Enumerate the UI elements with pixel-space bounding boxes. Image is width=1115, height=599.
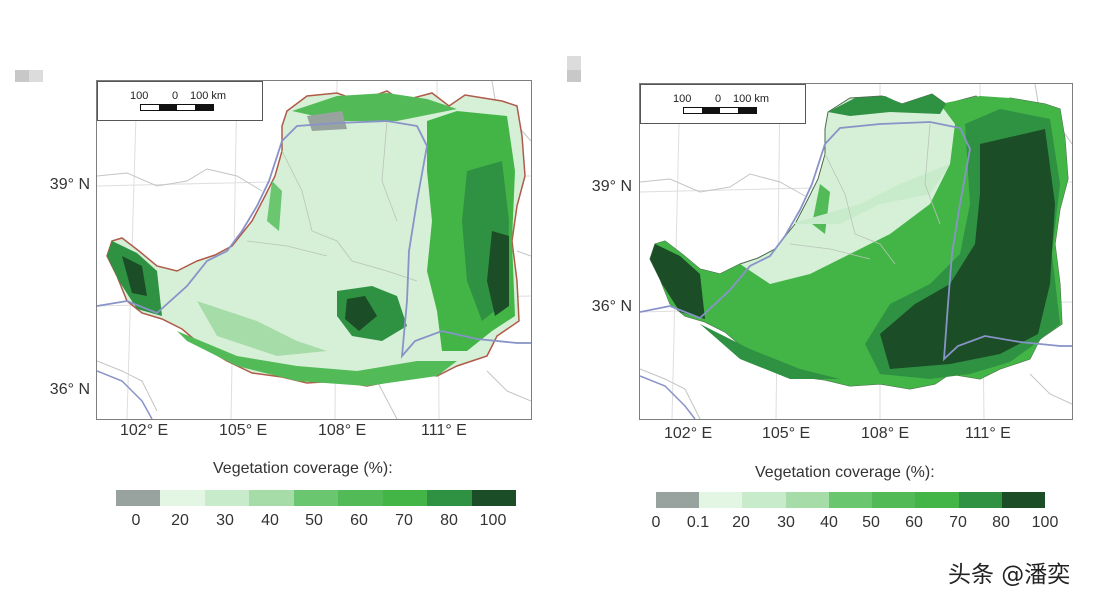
legend-tick: 30 [777,514,795,531]
lon-label-105: 105° E [219,422,268,439]
inner-borders [246,120,418,282]
lon-label-108: 108° E [318,422,367,439]
legend-color-bar [656,492,1045,508]
province-borders [97,81,531,419]
legend-tick: 40 [261,512,279,529]
legend-swatch [427,490,472,506]
scale-label-right: 100 km [190,90,227,102]
legend-tick: 0 [651,514,661,531]
legend-swatch [249,490,294,506]
legend-tick: 100 [1031,514,1059,531]
map-svg [97,81,531,419]
river-branch [640,375,696,419]
map-svg [640,84,1072,419]
lat-label-36: 36° N [591,298,632,315]
legend-swatch [471,490,516,506]
lon-label-102: 102° E [664,425,713,442]
lat-label-39: 39° N [49,176,90,193]
vegetation-patches [650,94,1068,389]
legend-tick: 0 [131,512,141,529]
inner-borders [789,123,941,265]
legend-swatch [872,492,916,508]
legend-tick: 50 [862,514,880,531]
map-area: 100 0 100 km [639,83,1073,420]
yellow-river [97,120,531,359]
lon-label-111: 111° E [421,422,467,439]
legend-swatch [915,492,959,508]
map-panel-left: 100 0 100 km 39° N 36° N 102° E 105° E 1… [0,0,540,560]
legend-tick: 20 [732,514,750,531]
scale-label-left: 100 [130,90,149,102]
lon-label-108: 108° E [861,425,910,442]
legend-swatch [958,492,1002,508]
scale-label-mid: 0 [715,93,722,105]
legend-tick: 80 [992,514,1010,531]
yellow-river [640,121,1072,362]
scale-bar [140,104,214,111]
corner-mark [567,70,581,82]
legend-swatch [116,490,161,506]
vegetation-patches [107,93,515,386]
legend-tick: 30 [216,512,234,529]
scale-label-right: 100 km [733,93,770,105]
map-area: 100 0 100 km [96,80,532,420]
lon-label-102: 102° E [120,422,169,439]
legend-swatch [828,492,873,508]
legend-title: Vegetation coverage (%): [755,464,935,481]
legend-tick: 70 [949,514,967,531]
legend-swatch [699,492,743,508]
river-branch [97,370,153,419]
scale-bar-box: 100 0 100 km [97,81,263,121]
legend-swatch [742,492,786,508]
corner-mark [567,56,581,70]
legend-swatch [785,492,829,508]
legend-swatch [1001,492,1045,508]
legend-tick: 40 [820,514,838,531]
legend-tick: 50 [305,512,323,529]
legend-swatch [293,490,339,506]
legend-tick: 60 [905,514,923,531]
legend-swatch [204,490,250,506]
legend-title: Vegetation coverage (%): [213,460,393,477]
legend-tick: 100 [479,512,507,529]
map-panel-right: 100 0 100 km 39° N 36° N 102° E 105° E 1… [567,56,1073,531]
corner-mark [15,70,29,82]
legend-swatch [656,492,700,508]
corner-mark [29,70,43,82]
scale-label-mid: 0 [172,90,179,102]
legend-tick: 20 [171,512,189,529]
scale-label-left: 100 [673,93,692,105]
lon-label-111: 111° E [965,425,1011,442]
legend-tick: 80 [440,512,458,529]
legend-tick: 70 [395,512,413,529]
watermark: 头条 @潘奕 [948,562,1071,588]
scale-bar-box: 100 0 100 km [640,84,806,124]
lon-label-105: 105° E [762,425,811,442]
lat-label-36: 36° N [49,381,90,398]
legend-swatch [160,490,205,506]
legend-tick: 0.1 [686,514,710,531]
lat-label-39: 39° N [591,178,632,195]
scale-bar [683,107,757,114]
legend-swatch [382,490,428,506]
legend-swatch [338,490,383,506]
legend-color-bar [116,490,516,506]
legend-tick: 60 [350,512,368,529]
